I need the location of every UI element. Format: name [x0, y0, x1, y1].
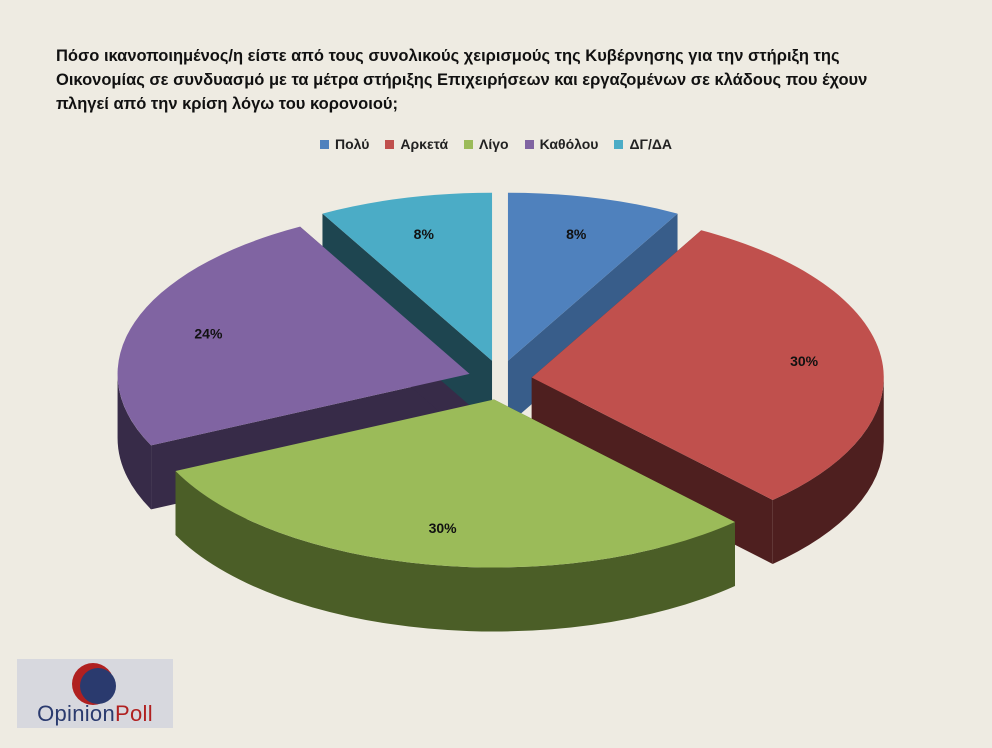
pie-slice-1 — [507, 192, 678, 361]
legend-swatch — [385, 139, 395, 149]
pie-slice-5 — [322, 192, 493, 361]
slice-side-3-1 — [175, 471, 735, 632]
logo-circle-icon — [72, 663, 116, 705]
legend-label: Λίγο — [479, 136, 509, 152]
slice-side-2-1 — [772, 377, 884, 564]
data-label-4: 24% — [194, 325, 223, 341]
logo-text-accent: Poll — [115, 701, 153, 726]
data-label-1: 8% — [566, 226, 587, 242]
legend-item-1: Πολύ — [319, 136, 370, 152]
chart-title-line-3: πληγεί από την κρίση λόγω του κορονοιού; — [56, 95, 398, 113]
legend-item-2: Αρκετά — [385, 136, 448, 152]
legend-swatch — [614, 139, 624, 149]
data-label-3: 30% — [429, 520, 458, 536]
slice-side-4-1 — [117, 373, 152, 510]
legend-item-3: Λίγο — [464, 136, 509, 152]
legend-label: Καθόλου — [539, 136, 599, 152]
legend-item-5: ΔΓ/ΔΑ — [614, 136, 672, 152]
legend-item-4: Καθόλου — [524, 136, 599, 152]
chart-legend: Πολύ Αρκετά Λίγο Καθόλου ΔΓ/ΔΑ — [0, 136, 992, 152]
chart-title-line-1: Πόσο ικανοποιημένος/η είστε από τους συν… — [56, 47, 840, 65]
pie-slice-3 — [175, 399, 735, 568]
data-label-2: 30% — [790, 353, 819, 369]
pie-slice-2 — [531, 230, 884, 500]
chart-title: Πόσο ικανοποιημένος/η είστε από τους συν… — [56, 44, 936, 116]
logo-text: OpinionPoll — [17, 701, 173, 727]
opinionpoll-logo: OpinionPoll — [17, 659, 173, 728]
legend-label: Πολύ — [334, 136, 370, 152]
chart-title-line-2: Οικονομίας σε συνδυασμό με τα μέτρα στήρ… — [56, 71, 868, 89]
legend-label: Αρκετά — [400, 136, 449, 152]
data-label-5: 8% — [414, 226, 435, 242]
legend-label: ΔΓ/ΔΑ — [629, 136, 673, 152]
legend-swatch — [319, 139, 329, 149]
pie-slice-4 — [117, 226, 470, 446]
legend-swatch — [464, 139, 474, 149]
logo-text-main: Opinion — [37, 701, 116, 726]
legend-swatch — [524, 139, 534, 149]
